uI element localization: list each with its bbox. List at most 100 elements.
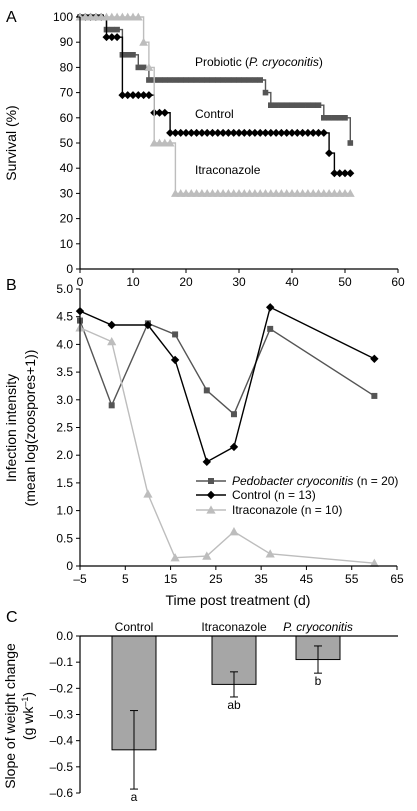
survival-point xyxy=(277,128,286,137)
survival-y-label: Survival (%) xyxy=(3,105,19,180)
survival-point xyxy=(303,128,312,137)
survival-point xyxy=(166,128,175,137)
survival-x-tick-label: 50 xyxy=(338,275,352,289)
survival-point xyxy=(199,77,205,83)
survival-point xyxy=(342,115,348,121)
survival-point xyxy=(140,64,147,71)
survival-point xyxy=(130,52,136,58)
infection-x-tick-label: 25 xyxy=(209,572,223,586)
survival-point xyxy=(346,169,355,178)
survival-point xyxy=(246,77,253,83)
survival-point xyxy=(236,77,242,83)
survival-y-tick-label: 20 xyxy=(60,212,74,226)
survival-point xyxy=(326,115,332,121)
survival-point xyxy=(335,169,344,178)
panel-a-letter: A xyxy=(6,9,17,26)
survival-point xyxy=(165,138,175,147)
survival-x-tick-label: 60 xyxy=(391,275,405,289)
infection-x-tick-label: 35 xyxy=(254,572,268,586)
weight-y-tick-label: 0.0 xyxy=(56,629,73,643)
infection-y-tick-label: 1.0 xyxy=(56,504,73,518)
survival-point xyxy=(309,128,318,137)
infection-y-tick-label: 4.5 xyxy=(56,310,73,324)
survival-point xyxy=(261,128,270,137)
survival-point xyxy=(319,128,328,137)
survival-point xyxy=(118,91,127,100)
survival-point xyxy=(193,77,200,83)
survival-point xyxy=(257,77,263,83)
survival-point xyxy=(283,102,290,108)
survival-point xyxy=(288,128,296,137)
significance-letter: a xyxy=(131,790,138,804)
category-label: Itraconazole xyxy=(201,620,267,634)
infection-point xyxy=(371,392,378,399)
infection-y-tick-label: 0 xyxy=(66,559,73,573)
survival-point xyxy=(347,140,354,146)
weight-y-tick-label: –0.3 xyxy=(50,708,74,722)
survival-point xyxy=(114,26,120,33)
label-control: Control xyxy=(195,107,234,121)
panel-b-letter: B xyxy=(6,277,17,294)
legend-entry-itraconazole: Itraconazole (n = 10) xyxy=(232,503,342,517)
infection-chart: 0 0.5 1.0 1.5 2.0 2.5 3.0 3.5 4.0 4.5 5.0 –5 5 15 25 3… xyxy=(3,282,404,608)
infection-y-tick-label: 2.0 xyxy=(56,448,73,462)
infection-point xyxy=(170,355,180,365)
survival-point xyxy=(123,91,132,100)
survival-point xyxy=(230,77,237,83)
infection-point xyxy=(267,325,274,332)
survival-point xyxy=(209,77,216,83)
survival-point xyxy=(172,77,179,83)
survival-point xyxy=(192,128,201,137)
panel-c-letter: C xyxy=(6,609,18,626)
survival-point xyxy=(341,169,349,178)
survival-y-tick-label: 30 xyxy=(60,186,74,200)
survival-point xyxy=(345,189,355,197)
survival-x-tick-label: 20 xyxy=(179,275,193,289)
infection-point xyxy=(266,303,275,312)
survival-point xyxy=(235,128,243,137)
survival-point xyxy=(109,26,115,33)
survival-point xyxy=(240,128,249,137)
survival-point xyxy=(144,63,154,71)
survival-point xyxy=(160,108,169,117)
infection-point xyxy=(143,320,153,330)
weight-y-tick-label: –0.1 xyxy=(50,655,74,669)
survival-point xyxy=(182,128,190,137)
survival-point xyxy=(330,169,339,178)
significance-letter: b xyxy=(315,674,322,688)
survival-y-tick-label: 100 xyxy=(53,10,73,24)
survival-point xyxy=(187,128,196,137)
infection-y-tick-label: 3.5 xyxy=(56,365,73,379)
survival-point xyxy=(204,77,210,83)
survival-point xyxy=(229,128,238,137)
survival-point xyxy=(156,77,163,83)
survival-point xyxy=(299,102,306,108)
significance-letter: ab xyxy=(227,698,241,712)
legend-entry-pedobacter: Pedobacter cryoconitis (n = 20) xyxy=(232,474,398,488)
infection-line-1 xyxy=(79,320,375,416)
survival-point xyxy=(113,33,122,42)
survival-point xyxy=(325,149,334,158)
survival-y-tick-label: 0 xyxy=(66,262,73,276)
survival-point xyxy=(208,128,217,137)
infection-legend: Pedobacter cryoconitis (n = 20) Control … xyxy=(196,474,398,517)
survival-point xyxy=(177,77,184,83)
infection-line-3 xyxy=(79,327,375,564)
weight-y-tick-label: –0.6 xyxy=(50,786,74,800)
infection-y-tick-label: 1.5 xyxy=(56,476,73,490)
survival-point xyxy=(294,102,301,108)
survival-point xyxy=(315,102,322,108)
survival-point xyxy=(250,128,259,137)
infection-x-tick-label: 65 xyxy=(390,572,404,586)
weight-change-chart: a ab b 0.0 –0.1 –0.2 –0.3 –0.4 –0.5 –0.6 Control… xyxy=(2,620,398,804)
infection-y-tick-label: 3.0 xyxy=(56,393,73,407)
survival-point xyxy=(278,102,285,108)
infection-point xyxy=(229,442,239,452)
weight-y-tick-label: –0.5 xyxy=(50,760,74,774)
survival-x-tick-label: 40 xyxy=(285,275,299,289)
survival-point xyxy=(331,115,338,121)
survival-chart: 0 10 20 30 40 50 60 70 80 90 100 0 10 20 30 40 50 60 Sur… xyxy=(3,10,405,289)
survival-point xyxy=(197,128,206,137)
survival-point xyxy=(245,128,254,137)
survival-point xyxy=(188,77,195,83)
